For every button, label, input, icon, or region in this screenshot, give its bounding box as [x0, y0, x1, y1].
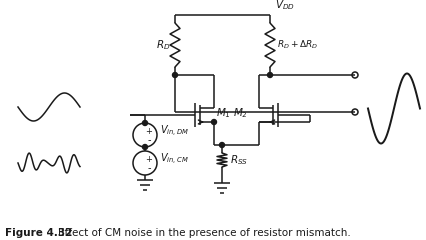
- Text: +: +: [145, 155, 152, 163]
- Text: $V_{in,CM}$: $V_{in,CM}$: [160, 151, 188, 167]
- Circle shape: [351, 109, 357, 115]
- Text: $V_{DD}$: $V_{DD}$: [274, 0, 294, 12]
- Text: -: -: [147, 163, 150, 173]
- Circle shape: [132, 151, 157, 175]
- Circle shape: [211, 120, 216, 125]
- Circle shape: [267, 72, 272, 78]
- Text: Figure 4.32: Figure 4.32: [5, 228, 72, 238]
- Circle shape: [132, 123, 157, 147]
- Circle shape: [142, 144, 147, 150]
- Circle shape: [351, 72, 357, 78]
- Text: +: +: [145, 126, 152, 136]
- Circle shape: [142, 120, 147, 126]
- Text: Effect of CM noise in the presence of resistor mismatch.: Effect of CM noise in the presence of re…: [58, 228, 350, 238]
- Circle shape: [172, 72, 177, 78]
- Text: $M_1$: $M_1$: [216, 106, 230, 120]
- Text: $M_2$: $M_2$: [233, 106, 247, 120]
- Text: $V_{in,DM}$: $V_{in,DM}$: [160, 123, 189, 138]
- Text: $R_D + \Delta R_D$: $R_D + \Delta R_D$: [276, 39, 318, 51]
- Text: $R_{SS}$: $R_{SS}$: [230, 153, 248, 167]
- Circle shape: [219, 143, 224, 148]
- Text: $R_D$: $R_D$: [155, 38, 170, 52]
- Text: -: -: [147, 135, 150, 145]
